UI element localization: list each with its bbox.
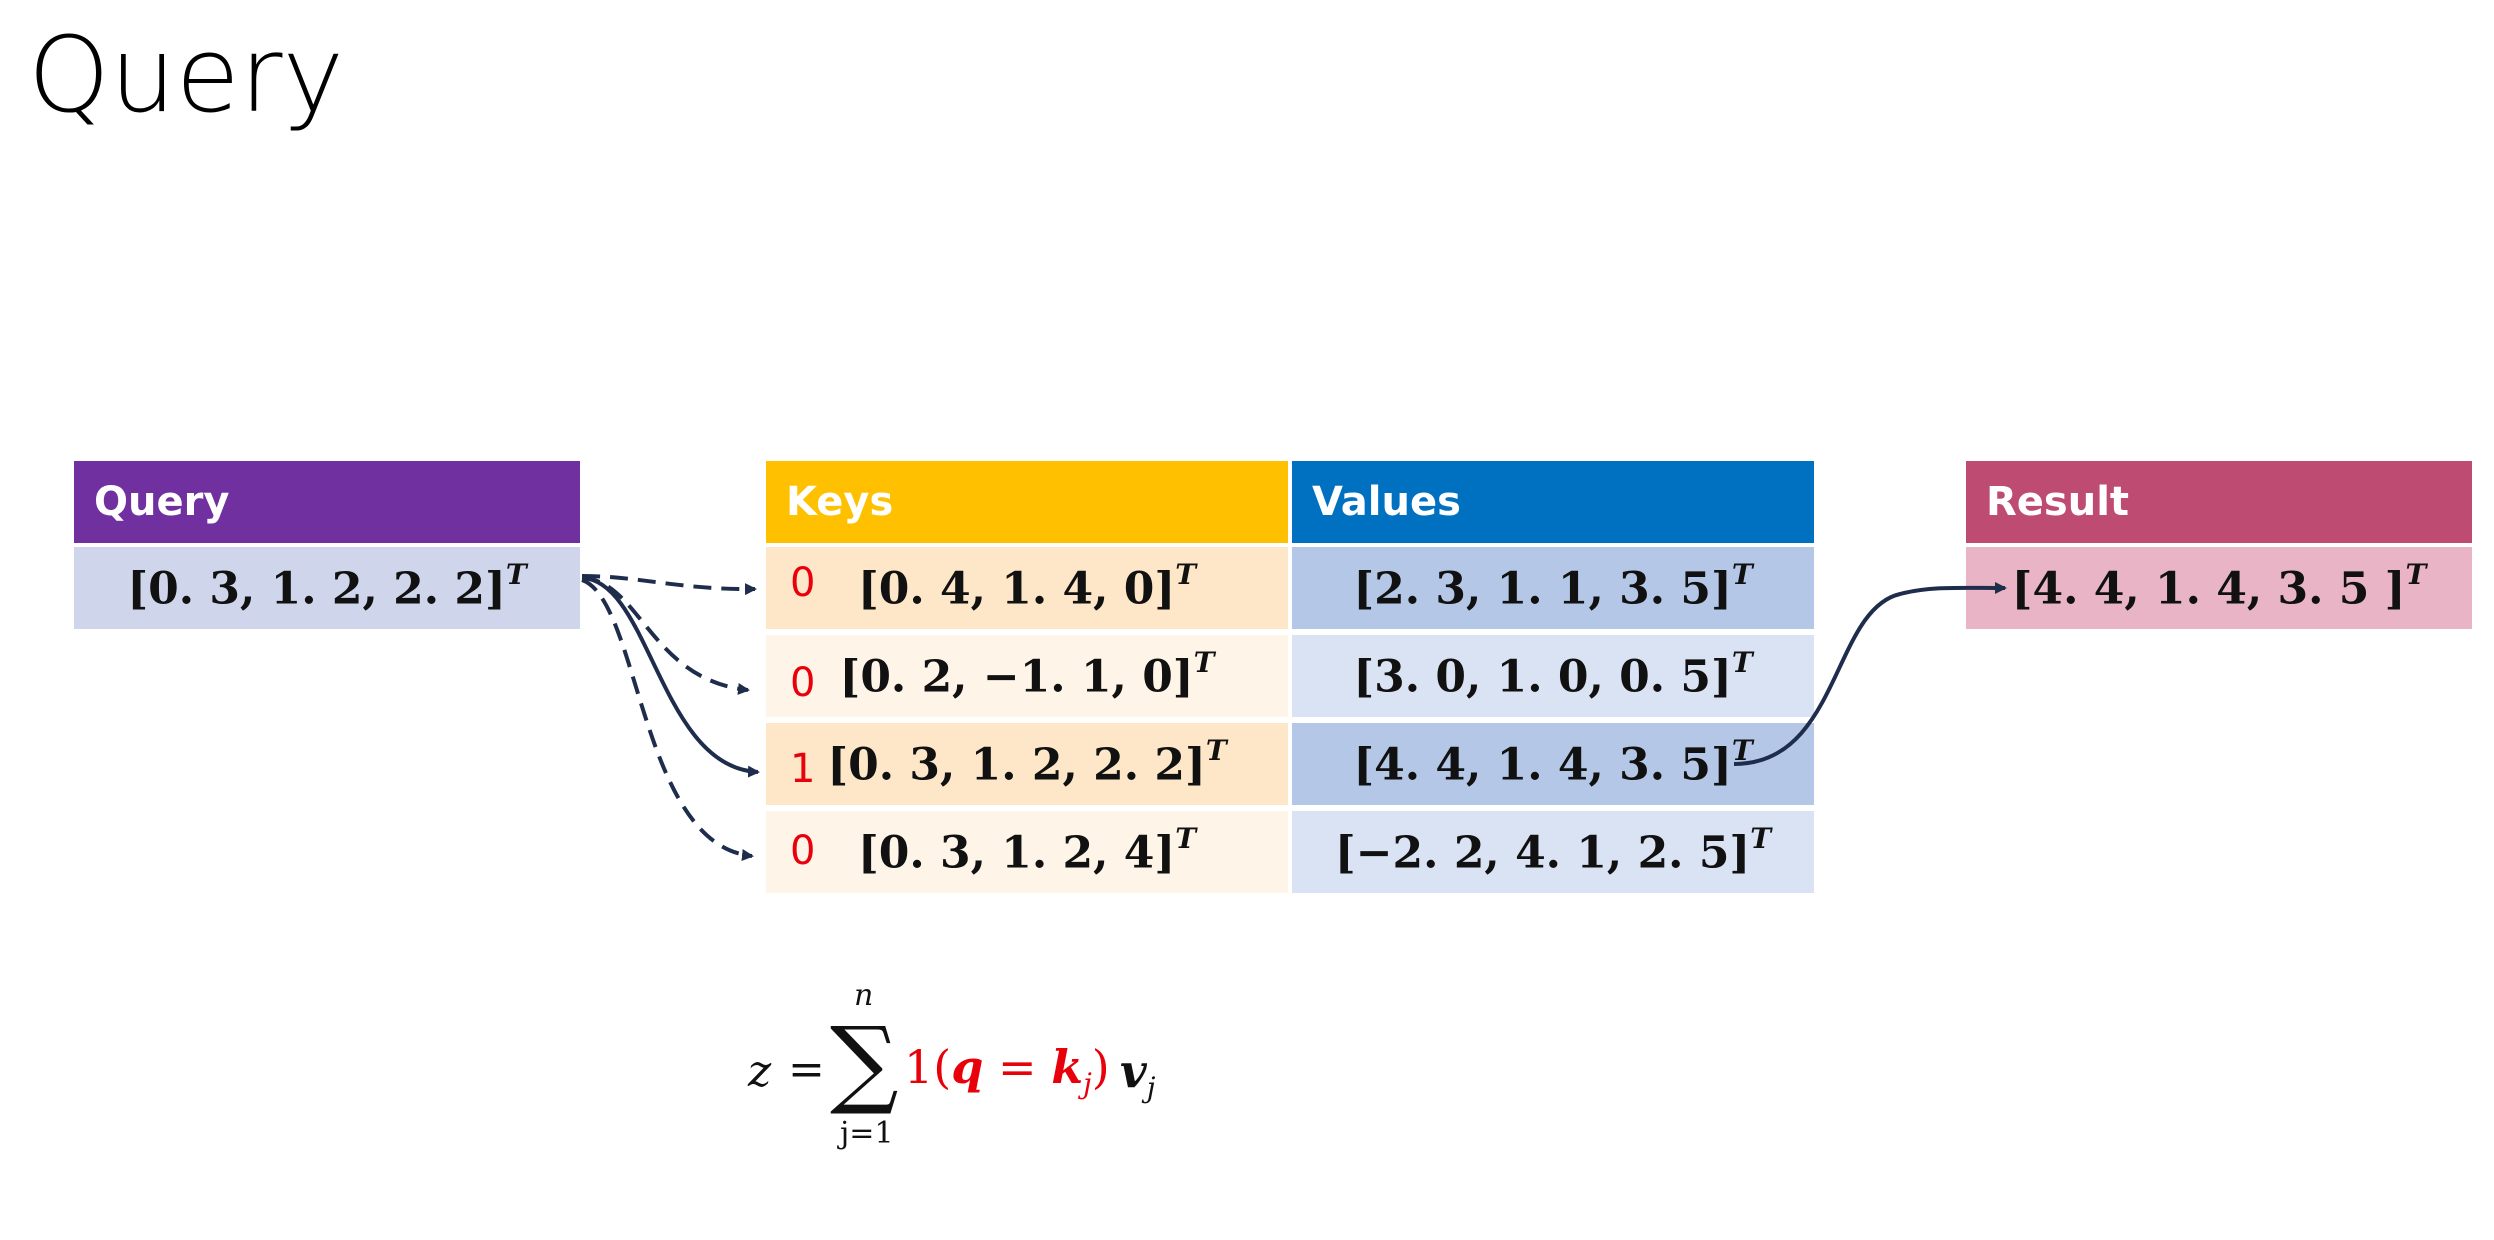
dashed-arrow-key-3: [581, 578, 754, 861]
result-cell: [4. 4, 1. 4, 3. 5 ]T: [1966, 547, 2472, 629]
value-cell: [4. 4, 1. 4, 3. 5]T: [1292, 723, 1814, 805]
value-vector: [3. 0, 1. 0, 0. 5]T: [1353, 645, 1753, 703]
formula-equals: =: [788, 1044, 825, 1095]
match-flag: 0: [790, 660, 816, 706]
match-flag: 1: [790, 746, 816, 792]
keys-header: Keys: [766, 461, 1288, 543]
value-term: vj: [1120, 1044, 1156, 1105]
indicator-term: 1(q = kj): [904, 1040, 1110, 1101]
summation-lower: j=1: [840, 1116, 894, 1151]
key-cell: [0. 4, 1. 4, 0]T: [766, 547, 1288, 629]
values-header: Values: [1292, 461, 1814, 543]
summation-upper: n: [854, 978, 874, 1013]
key-cell: [0. 2, −1. 1, 0]T: [766, 635, 1288, 717]
match-flag: 0: [790, 560, 816, 606]
formula-lhs: z: [748, 1046, 772, 1097]
key-vector: [0. 2, −1. 1, 0]T: [839, 645, 1215, 703]
result-vector: [4. 4, 1. 4, 3. 5 ]T: [2011, 557, 2427, 615]
dashed-arrow-key-0: [581, 574, 757, 596]
solid-arrow-key-2: [581, 576, 760, 778]
key-vector: [0. 3, 1. 2, 2. 2]T: [827, 733, 1227, 791]
query-header: Query: [74, 461, 580, 543]
value-vector: [4. 4, 1. 4, 3. 5]T: [1353, 733, 1753, 791]
result-header: Result: [1966, 461, 2472, 543]
value-vector: [−2. 2, 4. 1, 2. 5]T: [1334, 821, 1772, 879]
slide-title: Query: [28, 14, 345, 136]
match-flag: 0: [790, 828, 816, 874]
value-vector: [2. 3, 1. 1, 3. 5]T: [1353, 557, 1753, 615]
key-cell: [0. 3, 1. 2, 4]T: [766, 811, 1288, 893]
key-vector: [0. 3, 1. 2, 4]T: [857, 821, 1197, 879]
value-cell: [2. 3, 1. 1, 3. 5]T: [1292, 547, 1814, 629]
dashed-arrow-key-1: [581, 576, 750, 695]
value-cell: [−2. 2, 4. 1, 2. 5]T: [1292, 811, 1814, 893]
solid-arrow-result: [1733, 581, 2007, 766]
key-vector: [0. 4, 1. 4, 0]T: [857, 557, 1197, 615]
attention-formula: z = ∑ n j=1 1(q = kj) vj: [748, 978, 1188, 1158]
key-cell: [0. 3, 1. 2, 2. 2]T: [766, 723, 1288, 805]
query-vector: [0. 3, 1. 2, 2. 2]T: [127, 557, 527, 615]
query-cell: [0. 3, 1. 2, 2. 2]T: [74, 547, 580, 629]
value-cell: [3. 0, 1. 0, 0. 5]T: [1292, 635, 1814, 717]
summation-sign: ∑: [830, 1006, 899, 1118]
